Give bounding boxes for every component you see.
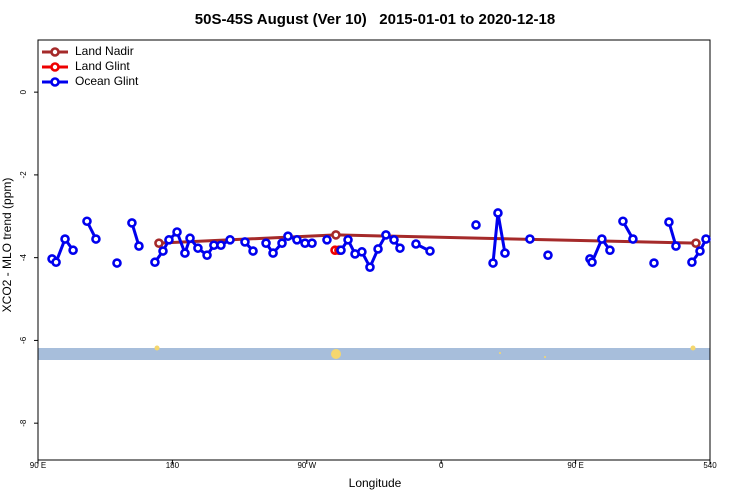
y-tick-label: 0 bbox=[19, 89, 28, 94]
data-point bbox=[292, 235, 302, 245]
data-point bbox=[628, 234, 638, 244]
data-point bbox=[82, 216, 92, 227]
data-point bbox=[488, 258, 498, 268]
y-tick-label: -8 bbox=[19, 419, 28, 427]
data-point bbox=[51, 257, 61, 268]
y-tick-label: -6 bbox=[19, 336, 28, 344]
legend-label: Land Glint bbox=[75, 59, 130, 73]
data-point bbox=[357, 247, 367, 257]
data-point bbox=[649, 258, 659, 268]
data-point bbox=[185, 233, 195, 244]
data-point bbox=[261, 238, 271, 248]
data-point bbox=[425, 246, 435, 256]
data-point bbox=[202, 250, 212, 260]
data-point bbox=[331, 230, 341, 240]
coverage-band bbox=[38, 348, 710, 360]
data-point bbox=[664, 217, 674, 227]
data-point bbox=[150, 257, 160, 268]
data-point bbox=[381, 230, 391, 240]
data-point bbox=[701, 234, 711, 244]
coverage-marker bbox=[499, 352, 501, 354]
coverage-marker bbox=[331, 349, 341, 359]
data-point bbox=[493, 208, 503, 218]
x-tick-label: 0 bbox=[439, 461, 444, 470]
x-axis-label: Longitude bbox=[349, 476, 402, 490]
data-point bbox=[471, 220, 481, 230]
data-point bbox=[164, 235, 174, 245]
chart-title: 50S-45S August (Ver 10) 2015-01-01 to 20… bbox=[195, 11, 555, 28]
data-point bbox=[500, 248, 510, 258]
data-point bbox=[411, 239, 421, 249]
data-point bbox=[525, 234, 535, 244]
legend-marker bbox=[50, 47, 60, 57]
data-point bbox=[307, 238, 317, 248]
y-tick-label: -2 bbox=[19, 171, 28, 179]
data-point bbox=[225, 235, 235, 245]
data-point bbox=[343, 235, 353, 245]
data-point bbox=[587, 257, 597, 268]
data-point bbox=[68, 245, 78, 256]
data-point bbox=[336, 245, 346, 256]
data-point bbox=[193, 243, 203, 253]
x-tick-label: 90 W bbox=[297, 461, 316, 470]
data-point bbox=[240, 237, 250, 247]
data-point bbox=[277, 238, 287, 248]
x-tick-label: 90 E bbox=[567, 461, 583, 470]
data-point bbox=[180, 248, 190, 258]
legend-label: Land Nadir bbox=[75, 44, 134, 58]
data-point bbox=[687, 257, 697, 268]
data-point bbox=[597, 234, 607, 244]
data-point bbox=[618, 216, 628, 227]
data-point bbox=[322, 235, 332, 245]
data-point bbox=[216, 240, 226, 251]
data-point bbox=[543, 250, 553, 260]
data-point bbox=[389, 235, 399, 245]
y-axis-label: XCO2 - MLO trend (ppm) bbox=[0, 178, 14, 313]
data-point bbox=[605, 245, 615, 256]
legend-marker bbox=[50, 62, 60, 72]
data-point bbox=[691, 238, 701, 248]
data-point bbox=[60, 234, 70, 244]
coverage-marker bbox=[690, 345, 696, 351]
data-point bbox=[365, 262, 375, 272]
legend-marker bbox=[50, 77, 60, 87]
y-tick-label: -4 bbox=[19, 254, 28, 262]
data-point bbox=[158, 246, 168, 256]
data-point bbox=[154, 238, 164, 248]
data-point bbox=[248, 246, 258, 256]
data-point bbox=[395, 243, 405, 253]
x-tick-label: 180 bbox=[166, 461, 180, 470]
data-point bbox=[134, 241, 144, 251]
data-point bbox=[172, 227, 182, 237]
data-point bbox=[127, 218, 137, 228]
data-point bbox=[91, 234, 101, 244]
data-point bbox=[671, 241, 681, 251]
x-tick-label: 540 bbox=[703, 461, 717, 470]
data-point bbox=[373, 244, 383, 254]
data-point bbox=[112, 258, 122, 268]
x-tick-label: 90 E bbox=[30, 461, 46, 470]
coverage-marker bbox=[154, 345, 160, 351]
legend-label: Ocean Glint bbox=[75, 74, 139, 88]
plot-frame bbox=[37, 39, 711, 461]
data-point bbox=[283, 231, 293, 241]
data-point bbox=[268, 248, 278, 258]
coverage-marker bbox=[544, 356, 546, 358]
data-point bbox=[695, 246, 705, 256]
